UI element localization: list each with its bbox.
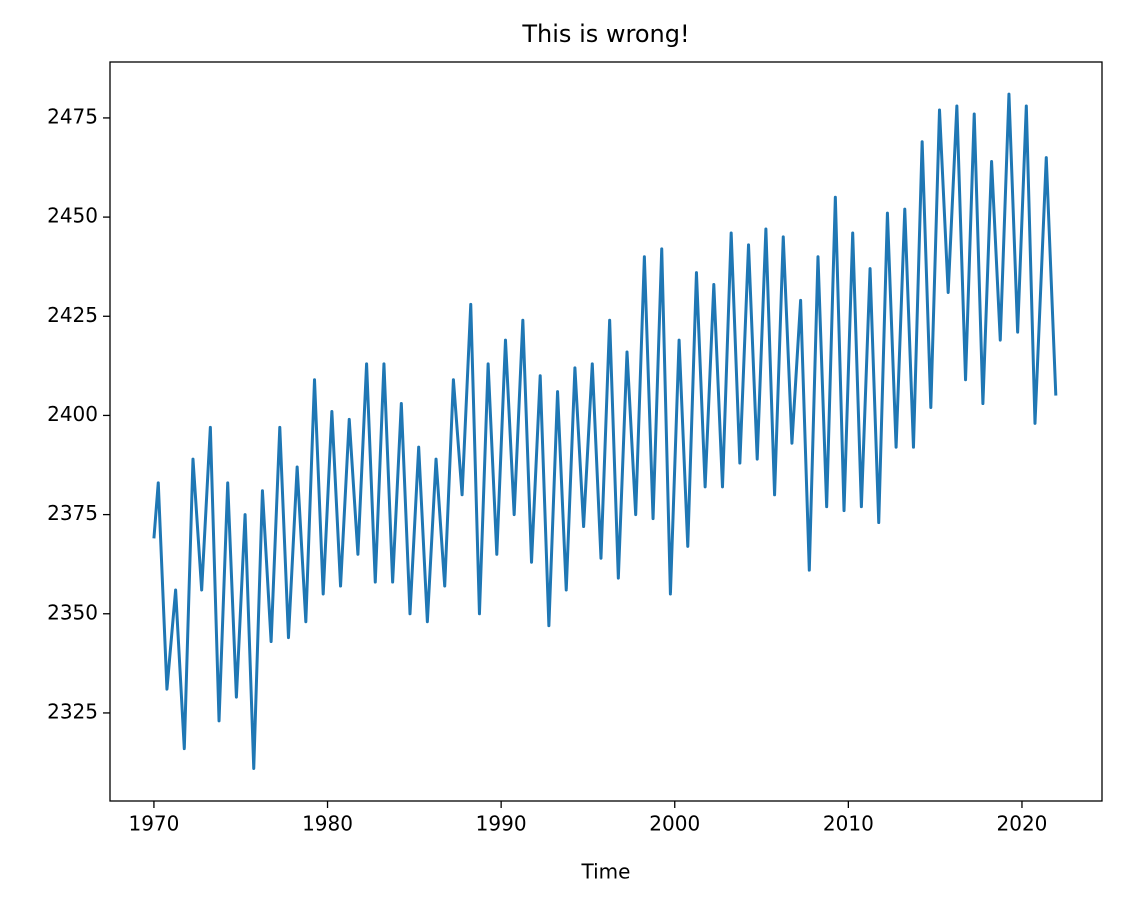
x-tick-label: 2010 [823,812,874,836]
chart-title: This is wrong! [521,20,689,48]
x-axis-label: Time [581,860,631,884]
y-tick-label: 2450 [47,204,98,228]
data-line [152,92,1058,770]
y-tick-label: 2400 [47,402,98,426]
x-tick-label: 1990 [476,812,527,836]
y-tick-label: 2350 [47,600,98,624]
x-tick-label: 1980 [302,812,353,836]
y-tick-label: 2375 [47,501,98,525]
y-tick-label: 2325 [47,699,98,723]
y-tick-label: 2475 [47,104,98,128]
x-tick-label: 2000 [649,812,700,836]
plot-frame [109,61,1103,802]
x-tick-label: 2020 [997,812,1048,836]
x-tick-label: 1970 [128,812,179,836]
y-tick-label: 2425 [47,303,98,327]
